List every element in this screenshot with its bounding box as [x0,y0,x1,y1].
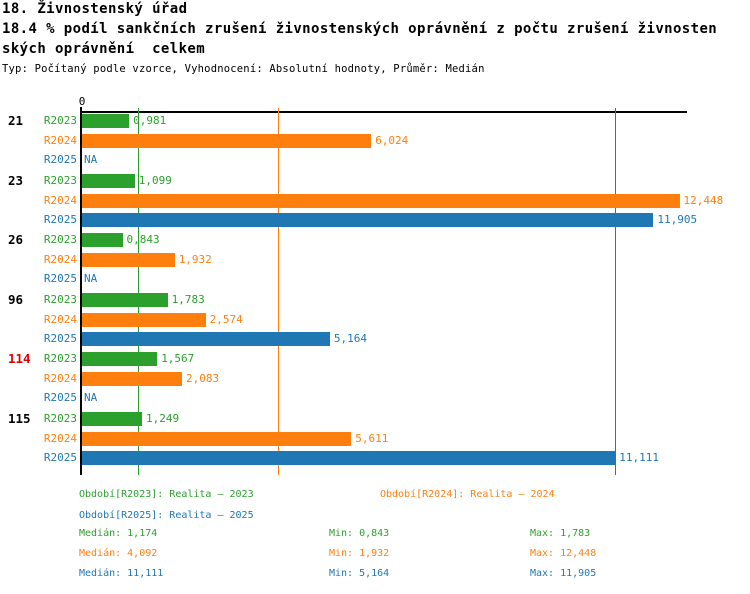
legend-item-green: Období[R2023]: Realita – 2023 [79,489,254,500]
page-title: 18. Živnostenský úřad [2,1,188,17]
group-label: 21 [8,113,24,128]
bar-value-label: 5,611 [355,431,389,445]
bar-value-label: 1,932 [178,252,212,266]
series-row-label: R2025 [43,213,77,226]
bar-value-label: 6,024 [375,133,409,147]
series-row-label: R2024 [43,252,77,266]
stat-median: Medián: 1,174 [79,528,158,539]
bar-value-label: 11,905 [657,213,698,226]
stat-max: Max: 12,448 [530,548,597,559]
bar-R2023 [82,293,168,307]
bar-value-label: 2,083 [186,371,220,385]
group-label: 114 [8,351,31,366]
series-row-label: R2025 [43,153,77,166]
axis-line-left [80,107,82,475]
bar-R2023 [82,233,123,247]
bar-R2024 [82,193,680,208]
series-row-label: R2024 [43,431,77,445]
bar-value-label: 2,574 [209,312,243,326]
legend-item-orange: Období[R2024]: Realita – 2024 [380,489,555,500]
series-row-label: R2023 [43,293,77,306]
stat-median: Medián: 11,111 [79,568,164,579]
series-row-label: R2024 [43,371,77,385]
series-row-label: R2024 [43,312,77,326]
bar-value-label: 0,843 [126,233,160,246]
series-row-label: R2024 [43,133,77,147]
stat-min: Min: 0,843 [329,528,390,539]
chart-subtitle-line2: ských oprávnění celkem [2,41,206,57]
chart-subtitle-line1: 18.4 % podíl sankčních zrušení živnosten… [2,21,718,37]
bar-value-label: 5,164 [333,332,368,345]
stat-median: Medián: 4,092 [79,548,158,559]
series-row-label: R2023 [43,114,77,127]
bar-R2025 [82,451,616,465]
bar-R2024 [82,133,372,148]
bar-R2025 [82,332,330,346]
series-row-label: R2025 [43,332,77,345]
bar-R2025 [82,213,654,227]
bar-R2024 [82,252,175,267]
series-row-label: R2023 [43,352,77,365]
stat-max: Max: 1,783 [530,528,591,539]
series-row-label: R2023 [43,412,77,425]
bar-value-label: 11,111 [619,451,660,464]
group-label: 96 [8,292,24,307]
bar-value-label: 1,249 [146,412,180,425]
stat-min: Min: 5,164 [329,568,390,579]
na-label: NA [84,391,98,404]
group-label: 23 [8,173,24,188]
series-row-label: R2025 [43,391,77,404]
bar-R2023 [82,352,158,366]
na-label: NA [84,153,98,166]
bar-R2024 [82,431,352,446]
stat-max: Max: 11,905 [530,568,597,579]
axis-zero-tick-label: 0 [78,95,86,108]
series-row-label: R2023 [43,174,77,187]
median-line-R2023 [137,108,139,475]
series-row-label: R2024 [43,193,77,207]
bar-R2024 [82,371,182,386]
series-row-label: R2025 [43,451,77,464]
axis-line-top [80,111,687,113]
bar-R2023 [82,412,142,426]
chart-meta-line: Typ: Počítaný podle vzorce, Vyhodnocení:… [2,63,485,75]
bar-value-label: 12,448 [683,193,724,207]
bar-R2024 [82,312,206,327]
stat-min: Min: 1,932 [329,548,390,559]
series-row-label: R2025 [43,272,77,285]
bar-value-label: 1,567 [161,352,195,365]
bar-value-label: 0,981 [133,114,167,127]
legend-item-blue: Období[R2025]: Realita – 2025 [79,510,254,521]
bar-R2023 [82,114,130,128]
bar-value-label: 1,099 [138,174,172,187]
series-row-label: R2023 [43,233,77,246]
bar-value-label: 1,783 [171,293,205,306]
group-label: 115 [8,411,31,426]
na-label: NA [84,272,98,285]
median-line-R2025 [614,108,616,475]
group-label: 26 [8,232,24,247]
median-line-R2024 [277,108,279,475]
bar-R2023 [82,174,135,188]
